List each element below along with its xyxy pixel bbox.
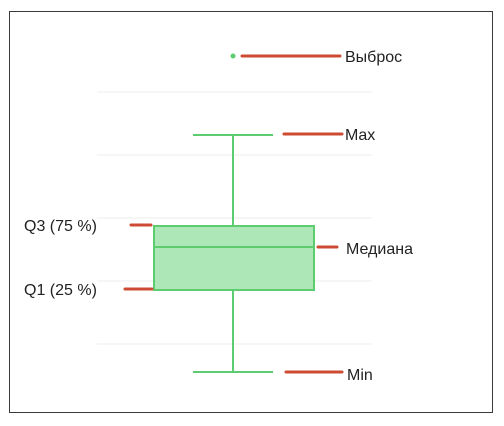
q1-label: Q1 (25 %) (24, 282, 97, 299)
median-label: Медиана (346, 241, 413, 258)
outlier-label: Выброс (345, 49, 402, 66)
q3-label: Q3 (75 %) (24, 218, 97, 235)
iqr-box (153, 225, 315, 291)
outlier-point (230, 53, 236, 59)
min-label: Min (347, 367, 373, 384)
max-label: Max (345, 127, 375, 144)
diagram-frame (9, 11, 493, 413)
